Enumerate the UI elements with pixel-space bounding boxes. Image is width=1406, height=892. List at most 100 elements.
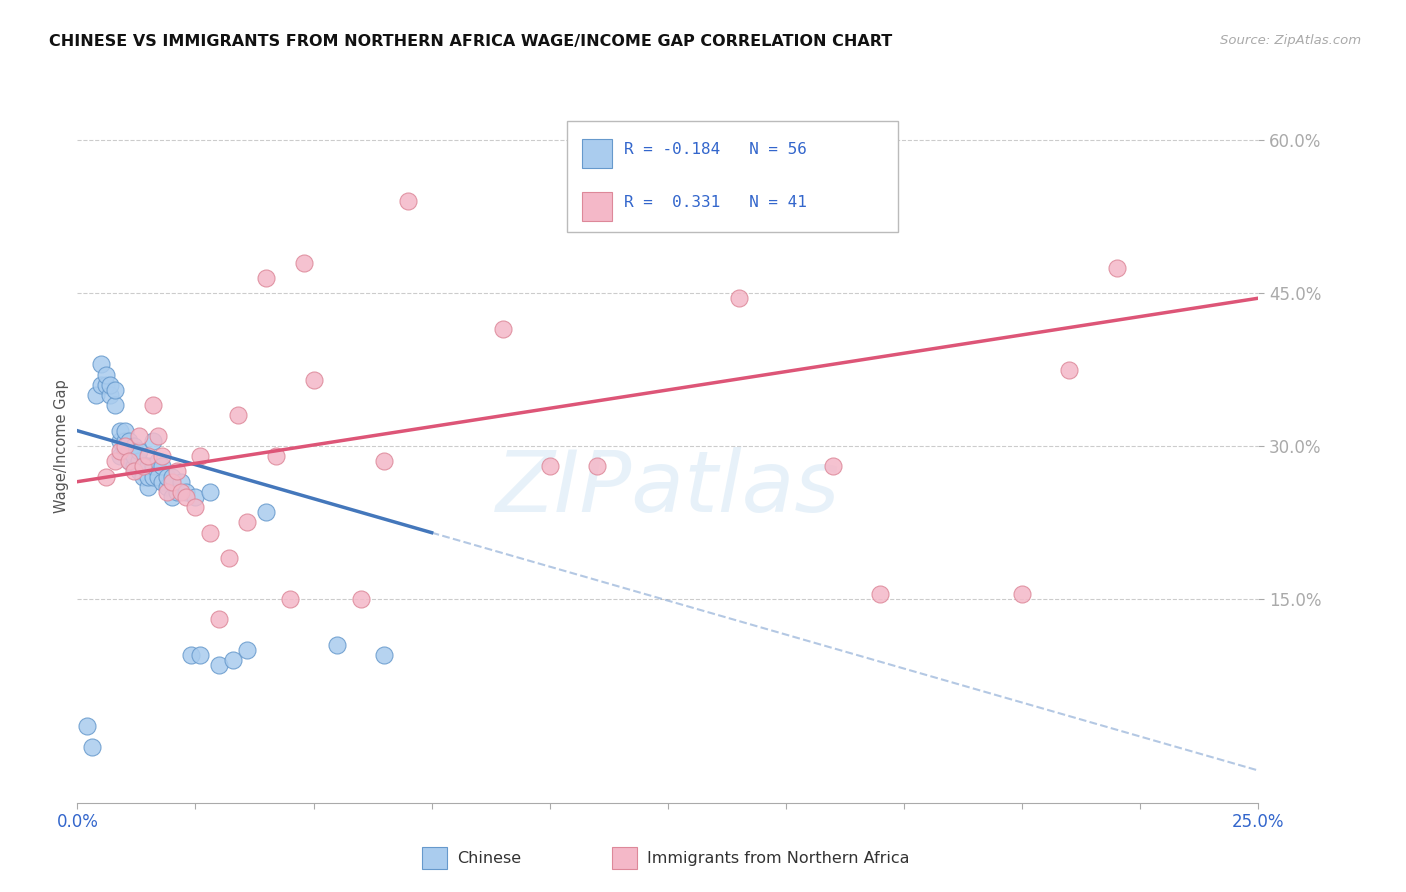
Point (128, 454, 150, 468)
Point (226, 409, 249, 423)
Point (1105, 260, 1128, 275)
Text: ZIPatlas: ZIPatlas (496, 447, 839, 531)
Point (142, 398, 165, 412)
Y-axis label: Wage/Income Gap: Wage/Income Gap (53, 379, 69, 513)
Point (108, 449, 131, 463)
Point (146, 429, 169, 443)
Text: CHINESE VS IMMIGRANTS FROM NORTHERN AFRICA WAGE/INCOME GAP CORRELATION CHART: CHINESE VS IMMIGRANTS FROM NORTHERN AFRI… (49, 34, 893, 49)
Point (128, 444, 150, 458)
Point (146, 454, 169, 468)
Point (100, 388, 122, 402)
Point (180, 648, 202, 662)
Text: R = -0.184   N = 56: R = -0.184 N = 56 (624, 142, 807, 157)
Point (114, 444, 136, 458)
Point (114, 424, 136, 438)
Point (166, 484, 188, 499)
Point (122, 449, 145, 463)
Point (184, 490, 207, 504)
Point (156, 484, 179, 499)
Point (132, 459, 155, 474)
Point (128, 429, 150, 443)
Point (104, 454, 127, 468)
Point (132, 459, 155, 474)
Point (184, 500, 207, 515)
Point (160, 475, 183, 489)
Point (108, 424, 131, 438)
Point (118, 434, 141, 448)
Point (278, 591, 301, 606)
Point (823, 133, 845, 147)
Point (170, 475, 193, 489)
Point (236, 643, 259, 657)
Point (142, 459, 165, 474)
Text: R =  0.331   N = 41: R = 0.331 N = 41 (624, 195, 807, 211)
Point (174, 490, 197, 504)
Point (1059, 362, 1081, 376)
Point (84, 388, 107, 402)
Point (142, 434, 165, 448)
Point (94, 469, 117, 483)
Point (142, 469, 165, 483)
Point (254, 270, 277, 285)
Point (150, 459, 173, 474)
Point (132, 469, 155, 483)
Point (156, 469, 179, 483)
Point (326, 638, 349, 652)
Point (90, 358, 112, 372)
Point (146, 469, 169, 483)
Point (208, 658, 231, 673)
Point (80, 739, 103, 754)
Point (118, 454, 141, 468)
Point (104, 383, 127, 397)
Point (823, 459, 845, 474)
Point (218, 551, 240, 566)
Point (128, 465, 150, 479)
Point (150, 475, 173, 489)
Point (118, 454, 141, 468)
Point (170, 484, 193, 499)
Point (104, 398, 127, 412)
Point (373, 454, 395, 468)
Point (108, 434, 131, 448)
Point (222, 653, 245, 667)
Point (586, 459, 609, 474)
Point (94, 368, 117, 382)
Point (108, 444, 131, 458)
Point (1011, 587, 1033, 601)
Point (188, 648, 211, 662)
Point (198, 525, 221, 540)
Point (100, 377, 122, 392)
Point (160, 490, 183, 504)
Point (174, 484, 197, 499)
Point (118, 444, 141, 458)
Point (208, 612, 231, 626)
Point (264, 449, 287, 463)
Point (292, 255, 315, 269)
Point (396, 194, 419, 209)
Text: Source: ZipAtlas.com: Source: ZipAtlas.com (1220, 34, 1361, 47)
Point (122, 465, 145, 479)
Point (727, 291, 749, 305)
Point (150, 449, 173, 463)
Point (166, 465, 188, 479)
Point (373, 648, 395, 662)
Point (136, 480, 159, 494)
Point (491, 322, 513, 336)
Point (122, 459, 145, 474)
Point (76, 719, 98, 733)
Point (198, 484, 221, 499)
Point (350, 591, 373, 606)
Point (254, 505, 277, 519)
Point (160, 469, 183, 483)
Point (136, 449, 159, 463)
Point (122, 439, 145, 453)
Text: Immigrants from Northern Africa: Immigrants from Northern Africa (647, 851, 910, 865)
Point (869, 587, 891, 601)
Point (90, 377, 112, 392)
Point (114, 439, 136, 453)
Point (136, 469, 159, 483)
Point (94, 377, 117, 392)
Point (302, 373, 325, 387)
Point (188, 449, 211, 463)
Point (156, 480, 179, 494)
